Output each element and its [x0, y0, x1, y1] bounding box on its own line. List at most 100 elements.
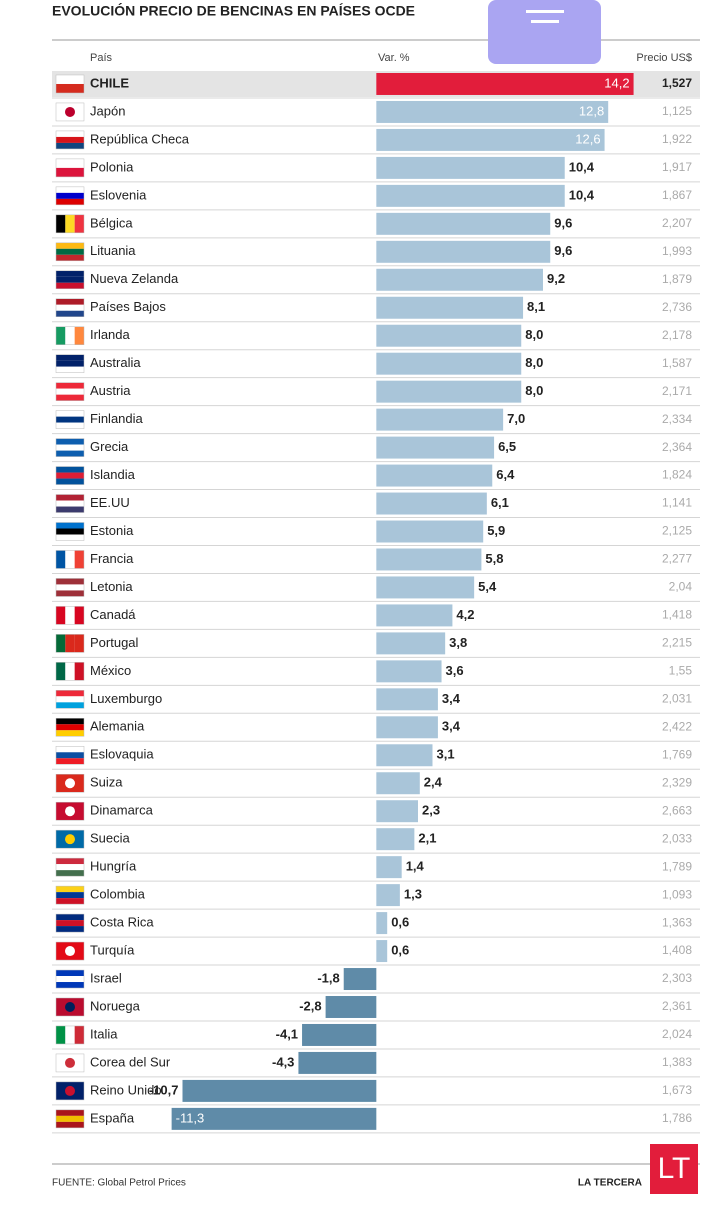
flag — [56, 522, 84, 529]
bar — [376, 128, 605, 151]
flag-border — [55, 1109, 85, 1129]
value-label: 9,2 — [547, 271, 565, 286]
flag-border — [55, 242, 85, 262]
flag — [56, 394, 84, 401]
flag-border — [55, 746, 85, 765]
price: 2,178 — [662, 328, 692, 342]
value-label: 2,1 — [418, 831, 436, 846]
menu-button[interactable] — [488, 0, 601, 64]
flag-border — [55, 438, 85, 457]
price: 2,364 — [662, 440, 692, 454]
flag — [56, 758, 84, 765]
bar — [343, 968, 377, 991]
flag — [56, 494, 84, 501]
flag — [56, 730, 84, 737]
flag — [74, 214, 84, 233]
country-name: Portugal — [90, 635, 139, 650]
flag — [65, 1085, 75, 1096]
country-name: Suecia — [90, 831, 131, 846]
menu-line — [531, 20, 559, 23]
country-name: Australia — [90, 355, 141, 370]
value-label: 10,4 — [569, 187, 595, 202]
flag — [56, 416, 84, 423]
bar — [376, 380, 522, 403]
flag — [56, 167, 84, 177]
bar — [376, 772, 420, 795]
flag — [56, 472, 84, 479]
flag — [65, 606, 75, 625]
flag — [56, 752, 84, 759]
value-label: 3,1 — [436, 747, 454, 762]
row: Austria 8,0 2,171 — [52, 380, 700, 407]
flag — [56, 690, 84, 697]
bar — [376, 716, 438, 739]
flag — [56, 304, 84, 311]
country-name: Reino Unido — [90, 1082, 162, 1097]
price: 1,125 — [662, 104, 692, 118]
price: 1,408 — [662, 943, 692, 957]
price: 1,527 — [662, 76, 692, 90]
country-name: CHILE — [90, 75, 129, 90]
price: 1,141 — [662, 496, 692, 510]
value-label: 6,1 — [491, 495, 509, 510]
bar — [376, 912, 388, 935]
price: 1,867 — [662, 188, 692, 202]
value-label: 2,4 — [424, 775, 443, 790]
value-label: -11,3 — [176, 1110, 205, 1125]
flag — [56, 662, 66, 681]
value-label: 9,6 — [554, 215, 572, 230]
flag-border — [55, 913, 85, 933]
bar — [376, 324, 522, 347]
row: Países Bajos 8,1 2,736 — [52, 296, 700, 323]
flag — [56, 506, 84, 513]
bar — [376, 940, 388, 963]
row: Japón 12,8 1,125 — [52, 100, 700, 127]
flag-border — [55, 410, 85, 429]
bar — [376, 856, 402, 879]
flag — [56, 724, 84, 731]
price: 2,031 — [662, 691, 692, 705]
flag — [56, 1115, 84, 1122]
flag-border — [55, 186, 85, 206]
flag — [56, 142, 84, 149]
flag — [56, 130, 84, 137]
flag-border — [55, 718, 85, 737]
price: 1,418 — [662, 608, 692, 622]
flag — [65, 106, 75, 117]
row: Eslovenia 10,4 1,867 — [52, 184, 700, 211]
flag — [65, 834, 75, 845]
bar — [376, 268, 543, 291]
value-label: -1,8 — [317, 970, 339, 985]
value-label: 3,4 — [442, 691, 461, 706]
row: Hungría 1,4 1,789 — [52, 856, 700, 882]
price: 2,024 — [662, 1027, 692, 1041]
row: Colombia 1,3 1,093 — [52, 884, 700, 910]
row: Dinamarca 2,3 2,663 — [52, 800, 700, 826]
value-label: 8,0 — [525, 355, 543, 370]
price: 1,55 — [669, 664, 693, 678]
bar — [376, 632, 446, 655]
row: Costa Rica 0,6 1,363 — [52, 912, 700, 938]
flag-border — [55, 298, 85, 317]
bar — [298, 1051, 377, 1074]
row: España -11,3 1,786 — [52, 1107, 700, 1134]
price: 2,422 — [662, 719, 692, 733]
chart-title: EVOLUCIÓN PRECIO DE BENCINAS EN PAÍSES O… — [52, 2, 415, 19]
country-name: Suiza — [90, 775, 123, 790]
flag-border — [55, 857, 85, 877]
country-name: Colombia — [90, 887, 146, 902]
flag — [56, 606, 66, 625]
flag-border — [55, 130, 85, 150]
bar — [376, 800, 418, 823]
menu-button-bg[interactable] — [488, 0, 601, 64]
value-label: 8,0 — [525, 327, 543, 342]
flag — [56, 382, 84, 389]
row: Australia 8,0 1,587 — [52, 352, 700, 379]
price: 1,917 — [662, 160, 692, 174]
row: EE.UU 6,1 1,141 — [52, 492, 700, 519]
row: Alemania 3,4 2,422 — [52, 716, 700, 742]
column-header: Var. % — [378, 52, 410, 64]
price: 1,769 — [662, 747, 692, 761]
country-name: Alemania — [90, 719, 145, 734]
value-label: 3,6 — [446, 663, 464, 678]
